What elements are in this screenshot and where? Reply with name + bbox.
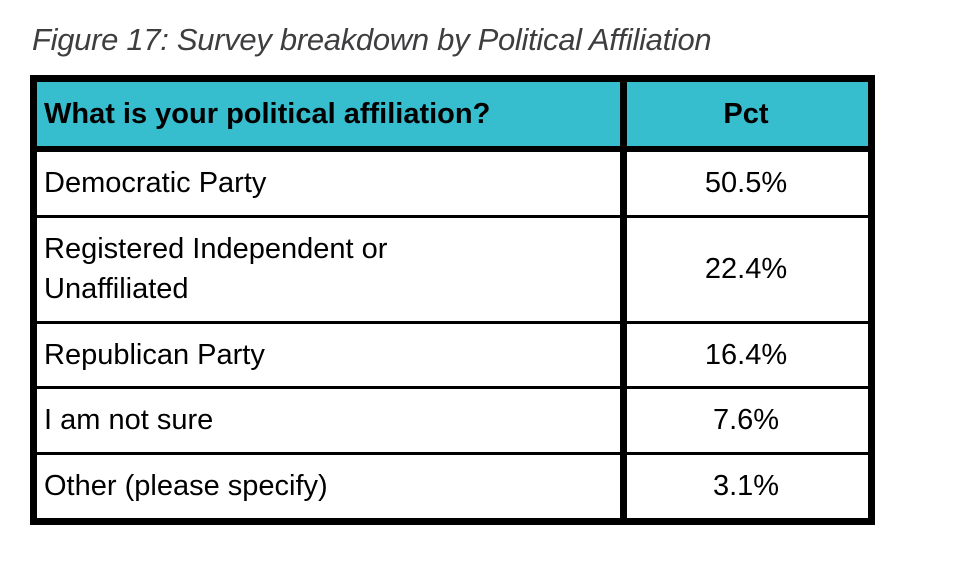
figure-title: Figure 17: Survey breakdown by Political… bbox=[32, 22, 712, 57]
row-pct: 16.4% bbox=[622, 320, 873, 390]
table-row: Registered Independent or Unaffiliated 2… bbox=[32, 214, 873, 324]
row-pct: 50.5% bbox=[622, 147, 873, 218]
row-pct: 22.4% bbox=[622, 214, 873, 324]
column-header-question: What is your political affiliation? bbox=[32, 77, 627, 152]
row-pct: 3.1% bbox=[622, 451, 873, 523]
column-header-pct: Pct bbox=[622, 77, 873, 152]
affiliation-table: What is your political affiliation? Pct … bbox=[30, 75, 875, 525]
table-row: I am not sure 7.6% bbox=[32, 386, 873, 455]
table-row: Other (please specify) 3.1% bbox=[32, 451, 873, 523]
row-label: Other (please specify) bbox=[32, 451, 627, 523]
table-row: Democratic Party 50.5% bbox=[32, 147, 873, 218]
row-pct: 7.6% bbox=[622, 386, 873, 455]
row-label: Republican Party bbox=[32, 320, 627, 390]
row-label: I am not sure bbox=[32, 386, 627, 455]
row-label: Democratic Party bbox=[32, 147, 627, 218]
table-header-row: What is your political affiliation? Pct bbox=[32, 77, 873, 152]
table-row: Republican Party 16.4% bbox=[32, 320, 873, 390]
row-label: Registered Independent or Unaffiliated bbox=[32, 214, 627, 324]
